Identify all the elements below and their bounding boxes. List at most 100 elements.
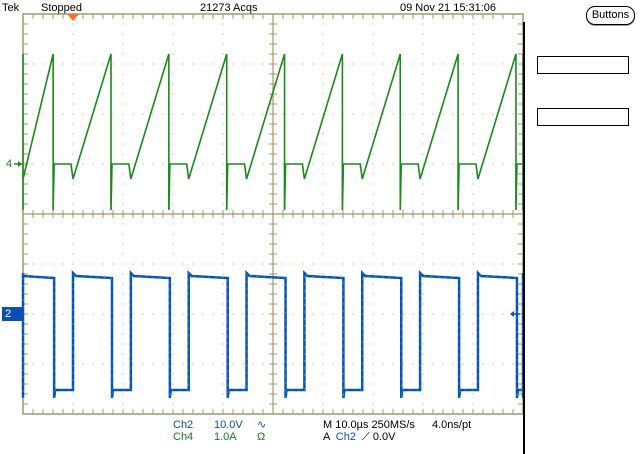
graticule-dot [192,113,194,115]
graticule-dot [122,253,124,255]
trigger-readout[interactable]: A Ch2 ⟋ 0.0V [323,431,395,443]
graticule-dot [212,163,214,165]
graticule-dot [62,63,64,65]
graticule-dot [172,273,174,275]
side-menu-box-1[interactable] [537,56,629,74]
graticule-dot [422,23,424,25]
graticule-dot [252,63,254,65]
graticule-dot [372,23,374,25]
timebase-readout[interactable]: M 10.0µs 250MS/s [323,419,415,431]
ch4-ground-marker[interactable] [14,161,22,167]
graticule-dot [122,223,124,225]
graticule-dot [222,123,224,125]
graticule-dot [502,63,504,65]
graticule-dot [222,363,224,365]
graticule-dot [412,63,414,65]
graticule-dot [212,363,214,365]
graticule-dot [422,243,424,245]
graticule-dot [122,63,124,65]
graticule-dot [82,113,84,115]
ch2-label[interactable]: Ch2 [173,419,194,431]
graticule-dot [472,253,474,255]
graticule-dot [322,403,324,405]
graticule-dot [322,233,324,235]
graticule-dot [322,373,324,375]
graticule-dot [172,363,174,365]
graticule-dot [282,63,284,65]
ch4-label[interactable]: Ch4 [173,431,194,443]
graticule-dot [472,43,474,45]
graticule-dot [322,253,324,255]
graticule-dot [122,53,124,55]
graticule-dot [322,163,324,165]
graticule-dot [472,53,474,55]
graticule-dot [122,363,124,365]
graticule-dot [172,313,174,315]
graticule-dot [202,313,204,315]
ch4-scale[interactable]: 1.0A [214,431,237,443]
graticule-dot [372,153,374,155]
graticule-dot [192,63,194,65]
graticule-dot [222,113,224,115]
graticule-dot [162,163,164,165]
graticule-dot [372,53,374,55]
graticule-dot [272,263,274,265]
graticule-dot [172,103,174,105]
ch4-trace [22,53,524,211]
graticule-dot [202,63,204,65]
graticule-dot [222,283,224,285]
graticule-dot [502,163,504,165]
graticule-dot [422,103,424,105]
graticule-dot [222,303,224,305]
graticule-dot [222,33,224,35]
graticule-dot [362,113,364,115]
resolution-readout: 4.0ns/pt [432,419,472,431]
graticule-dot [142,163,144,165]
graticule-dot [442,63,444,65]
graticule-dot [332,113,334,115]
graticule-dot [472,93,474,95]
graticule-dot [322,353,324,355]
graticule-dot [322,53,324,55]
graticule-dot [402,313,404,315]
graticule-dot [392,113,394,115]
graticule-dot [372,183,374,185]
graticule-dot [72,213,74,215]
graticule-dot [122,133,124,135]
graticule-dot [152,163,154,165]
trigger-position-marker[interactable] [67,14,79,21]
graticule-dot [72,263,74,265]
graticule-dot [472,23,474,25]
graticule-dot [472,373,474,375]
ch2-ground-marker[interactable]: 2 [2,307,23,321]
graticule-dot [172,333,174,335]
graticule-dot [222,323,224,325]
graticule-dot [172,213,174,215]
graticule-dot [72,233,74,235]
graticule-dot [152,263,154,265]
graticule-dot [172,243,174,245]
graticule-dot [152,363,154,365]
graticule-dot [222,73,224,75]
graticule-dot [392,363,394,365]
graticule-dot [292,63,294,65]
ch2-scale[interactable]: 10.0V [214,419,243,431]
graticule-dot [222,43,224,45]
buttons-button[interactable]: Buttons [586,6,635,25]
graticule-dot [162,363,164,365]
graticule-dot [172,33,174,35]
graticule-dot [252,263,254,265]
graticule-dot [72,203,74,205]
graticule-dot [372,193,374,195]
graticule-dot [322,383,324,385]
side-menu-box-2[interactable] [537,108,629,126]
graticule-dot [462,63,464,65]
graticule-dot [372,103,374,105]
graticule-dot [122,233,124,235]
graticule-dot [72,103,74,105]
trigger-level-marker[interactable] [510,311,520,317]
graticule-dot [252,163,254,165]
graticule-dot [422,293,424,295]
graticule-dot [372,113,374,115]
graticule-dot [92,263,94,265]
